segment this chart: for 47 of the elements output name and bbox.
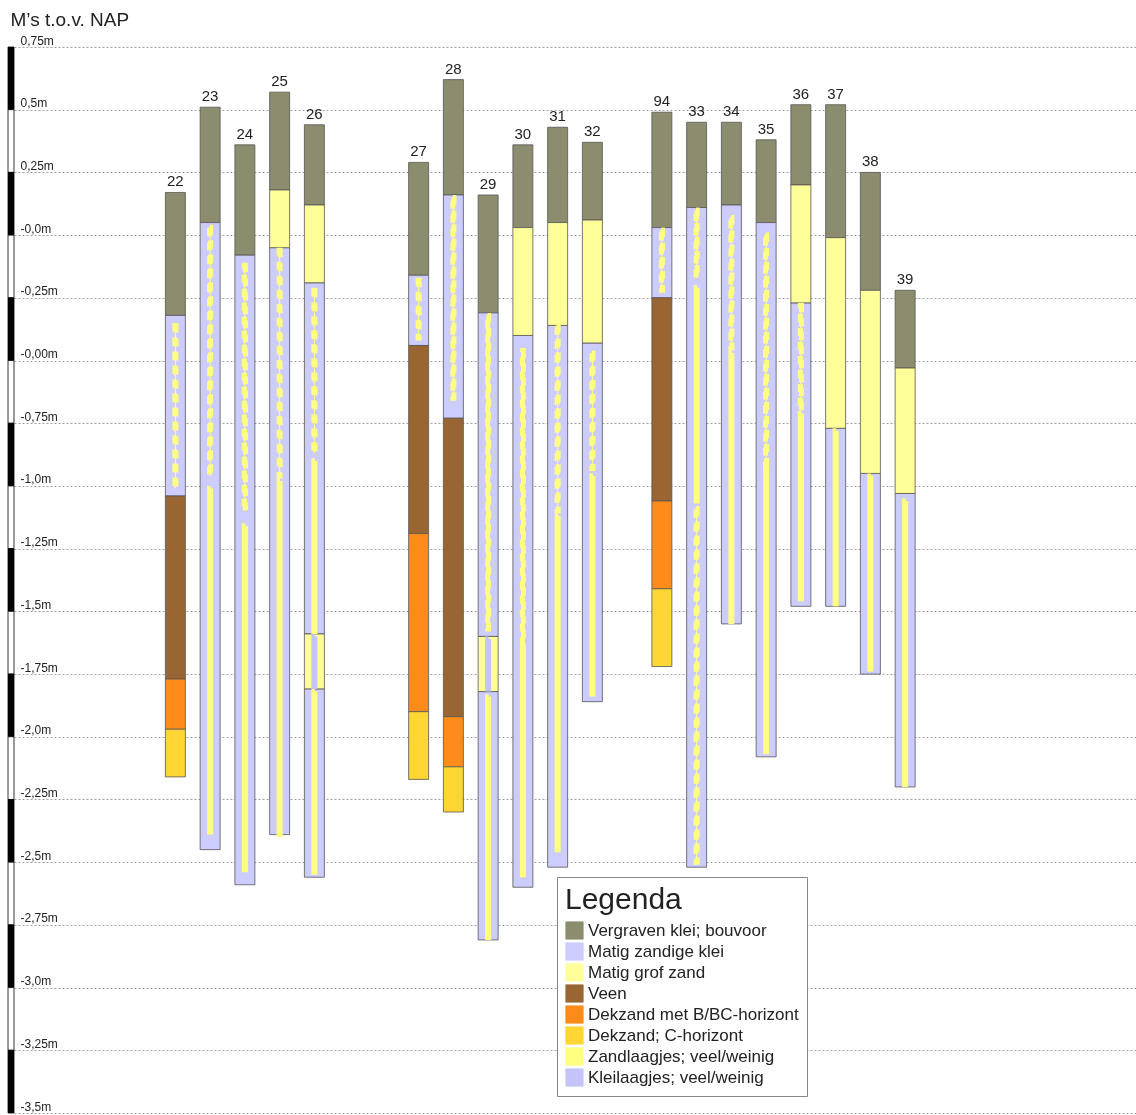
y-tick-label: -0,25m <box>20 284 58 299</box>
y-tick-label: 0,75m <box>20 33 54 48</box>
x-tick-label: 28 <box>445 59 462 77</box>
x-tick-label: 30 <box>514 124 532 142</box>
x-tick-label: 32 <box>584 122 601 140</box>
x-tick-label: 31 <box>549 107 566 125</box>
legend-title: Legenda <box>565 882 683 915</box>
y-tick-label: -3,0m <box>20 974 52 989</box>
legend-label: Vergraven klei; bouvoor <box>588 920 767 940</box>
legend-label: Kleilaagjes; veel/weinig <box>588 1067 764 1087</box>
y-tick-label: -2,25m <box>20 785 58 800</box>
x-tick-label: 34 <box>723 102 740 120</box>
legend-label: Zandlaagjes; veel/weinig <box>588 1046 775 1066</box>
y-tick-label: -0,0m <box>20 221 52 236</box>
y-tick-label: -1,75m <box>20 660 58 675</box>
y-tick-label: -3,5m <box>20 1099 52 1114</box>
x-tick-label: 38 <box>862 152 879 170</box>
y-tick-label: 0,5m <box>20 96 48 111</box>
y-tick-label: -0,00m <box>20 347 58 362</box>
legend-label: Matig grof zand <box>588 962 706 982</box>
x-tick-label: 25 <box>271 72 288 90</box>
x-tick-label: 94 <box>653 92 671 110</box>
x-tick-label: 29 <box>479 174 497 192</box>
x-tick-label: 35 <box>757 119 775 137</box>
x-tick-label: 36 <box>792 84 810 102</box>
x-tick-label: 27 <box>410 142 427 160</box>
y-tick-label: -0,75m <box>20 409 58 424</box>
y-axis-title: M’s t.o.v. NAP <box>10 8 130 30</box>
x-tick-label: 39 <box>896 270 914 288</box>
x-tick-label: 23 <box>201 87 219 105</box>
y-tick-label: -2,5m <box>20 848 52 863</box>
y-tick-label: -2,75m <box>20 911 58 926</box>
legend-label: Veen <box>588 983 627 1003</box>
x-tick-label: 33 <box>688 102 705 120</box>
legend-label: Dekzand; C-horizont <box>588 1025 744 1045</box>
x-tick-label: 37 <box>827 84 844 102</box>
legend-label: Dekzand met B/BC-horizont <box>588 1004 799 1024</box>
y-tick-label: -1,0m <box>20 472 52 487</box>
y-tick-label: 0,25m <box>20 158 54 173</box>
x-tick-label: 24 <box>236 124 254 142</box>
x-tick-label: 26 <box>306 104 323 122</box>
y-tick-label: -1,25m <box>20 535 58 550</box>
y-tick-label: -3,25m <box>20 1036 58 1051</box>
y-tick-label: -1,5m <box>20 597 52 612</box>
x-tick-label: 22 <box>167 172 184 190</box>
legend-label: Matig zandige klei <box>588 941 725 961</box>
y-tick-label: -2,0m <box>20 723 52 738</box>
